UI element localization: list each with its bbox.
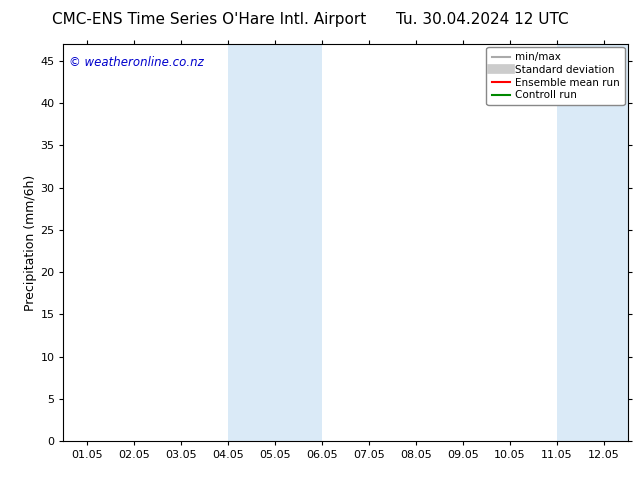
Text: Tu. 30.04.2024 12 UTC: Tu. 30.04.2024 12 UTC — [396, 12, 568, 27]
Y-axis label: Precipitation (mm/6h): Precipitation (mm/6h) — [25, 174, 37, 311]
Text: CMC-ENS Time Series O'Hare Intl. Airport: CMC-ENS Time Series O'Hare Intl. Airport — [52, 12, 366, 27]
Legend: min/max, Standard deviation, Ensemble mean run, Controll run: min/max, Standard deviation, Ensemble me… — [486, 47, 624, 105]
Bar — [228, 44, 322, 441]
Bar — [557, 44, 634, 441]
Text: © weatheronline.co.nz: © weatheronline.co.nz — [69, 56, 204, 69]
